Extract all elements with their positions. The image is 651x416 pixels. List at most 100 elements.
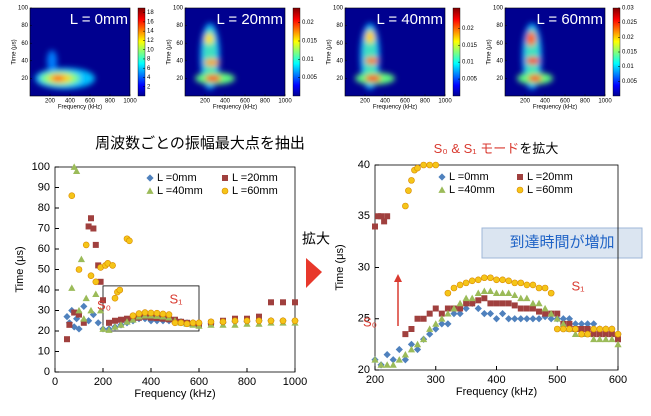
x-tick-label: 1000 (278, 99, 292, 105)
point (524, 282, 530, 288)
x-axis-label: Frequency (kHz) (58, 105, 102, 111)
point (90, 226, 96, 232)
point (112, 318, 118, 324)
point (78, 256, 85, 262)
point (609, 326, 615, 332)
colorbar-tick-label: 0.005 (302, 75, 318, 81)
heatmap-blob (204, 59, 220, 66)
colorbar-tick-label: 0.015 (302, 39, 318, 45)
y-tick-label: 90 (38, 181, 50, 193)
point (518, 306, 524, 312)
y-axis-label: Time (μs) (334, 244, 346, 290)
point (444, 320, 451, 327)
point (432, 320, 439, 326)
y-tick-label: 20 (38, 325, 50, 337)
plot-frame (375, 165, 618, 370)
point (69, 193, 75, 199)
chart-title-part: S₀ & S₁ モード (434, 141, 520, 156)
point (487, 300, 493, 306)
colorbar-tick-label: 2 (147, 84, 151, 90)
point (535, 315, 542, 322)
point (494, 277, 500, 283)
point (493, 315, 500, 322)
x-tick-label: 1000 (283, 376, 307, 388)
point (110, 262, 116, 268)
heatmap-blob (365, 57, 379, 64)
y-axis-label: Time (μs) (327, 39, 333, 64)
point (66, 322, 72, 328)
y-tick-label: 35 (358, 210, 370, 222)
point (427, 311, 433, 317)
point (475, 290, 482, 296)
point (536, 309, 542, 315)
y-tick-label: 20 (176, 76, 183, 82)
colorbar-tick-label: 0.025 (622, 20, 638, 26)
point (232, 318, 238, 324)
point (63, 313, 70, 320)
point (148, 310, 154, 316)
point (542, 305, 549, 311)
point (463, 300, 469, 306)
point (396, 346, 403, 353)
point (487, 310, 494, 317)
point (512, 302, 518, 308)
point (487, 287, 494, 293)
point (415, 316, 421, 322)
y-tick-label: 70 (38, 222, 50, 234)
point (456, 300, 463, 306)
point (433, 162, 439, 168)
x-tick-label: 200 (200, 99, 211, 105)
colorbar-tick-label: 0.015 (622, 50, 638, 56)
point (548, 290, 554, 296)
point (280, 299, 286, 305)
point (220, 319, 226, 325)
legend-label: L =20mm (232, 172, 278, 184)
y-axis-label: Time (μs) (14, 246, 26, 292)
increase-arrowhead (394, 274, 402, 282)
point (208, 319, 214, 325)
colorbar-tick-label: 14 (147, 29, 154, 35)
point (87, 307, 94, 313)
legend-label: L =40mm (157, 185, 203, 197)
point (402, 331, 408, 337)
heatmap-title: L = 40mm (376, 11, 443, 28)
x-tick-label: 200 (45, 99, 56, 105)
point (535, 300, 542, 306)
point (505, 290, 512, 296)
y-tick-label: 100 (333, 6, 344, 12)
y-tick-label: 0 (44, 366, 50, 378)
x-tick-label: 800 (105, 99, 116, 105)
y-tick-label: 20 (358, 364, 370, 376)
point (451, 285, 457, 291)
point (524, 306, 530, 312)
y-tick-label: 40 (336, 58, 343, 64)
point (517, 295, 524, 301)
point (402, 203, 408, 209)
point (280, 318, 286, 324)
heatmap-title: L = 20mm (216, 11, 283, 28)
point (106, 320, 112, 326)
point (566, 326, 572, 332)
x-tick-label: 800 (420, 99, 431, 105)
point (408, 326, 414, 332)
y-tick-label: 60 (336, 41, 343, 47)
y-tick-label: 20 (496, 76, 503, 82)
point (457, 306, 463, 312)
point (457, 282, 463, 288)
y-tick-label: 40 (38, 284, 50, 296)
point (506, 300, 512, 306)
point (463, 280, 469, 286)
point (500, 300, 506, 306)
point (475, 277, 481, 283)
point (384, 351, 391, 358)
y-axis-label: Time (μs) (487, 39, 493, 64)
point (530, 282, 536, 288)
point (154, 310, 160, 316)
point (268, 299, 274, 305)
point (518, 280, 524, 286)
x-tick-label: 400 (142, 376, 160, 388)
x-tick-label: 300 (427, 374, 445, 386)
annotation: S₁ (169, 291, 183, 306)
point (469, 300, 475, 306)
x-tick-label: 600 (609, 374, 627, 386)
